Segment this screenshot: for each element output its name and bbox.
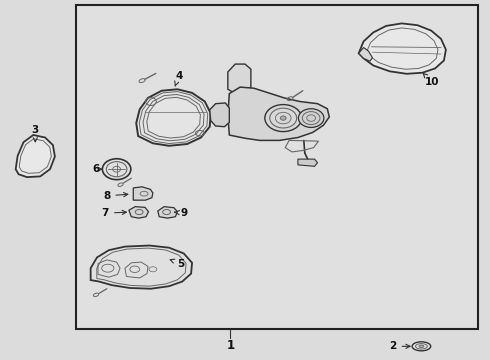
Ellipse shape	[102, 159, 131, 180]
Text: 9: 9	[174, 208, 187, 218]
Text: 4: 4	[175, 71, 183, 86]
Text: 8: 8	[103, 191, 128, 201]
Ellipse shape	[280, 116, 286, 120]
Polygon shape	[228, 87, 329, 140]
Text: 6: 6	[92, 164, 102, 174]
Polygon shape	[210, 103, 229, 127]
Polygon shape	[133, 187, 153, 200]
Text: 1: 1	[226, 339, 234, 352]
Ellipse shape	[298, 109, 324, 127]
Text: 3: 3	[32, 125, 39, 142]
Text: 10: 10	[423, 73, 440, 87]
Polygon shape	[16, 135, 55, 177]
Polygon shape	[298, 159, 318, 166]
Polygon shape	[129, 207, 148, 218]
Bar	[76, 5, 478, 329]
Polygon shape	[359, 48, 372, 61]
Text: 7: 7	[101, 208, 126, 218]
Polygon shape	[359, 23, 446, 74]
Ellipse shape	[419, 345, 424, 348]
Ellipse shape	[265, 104, 301, 132]
Polygon shape	[158, 207, 177, 218]
Polygon shape	[91, 246, 192, 289]
Ellipse shape	[412, 342, 431, 351]
Polygon shape	[136, 89, 211, 146]
Polygon shape	[228, 64, 251, 93]
Text: 2: 2	[390, 341, 410, 351]
Text: 5: 5	[170, 258, 184, 269]
